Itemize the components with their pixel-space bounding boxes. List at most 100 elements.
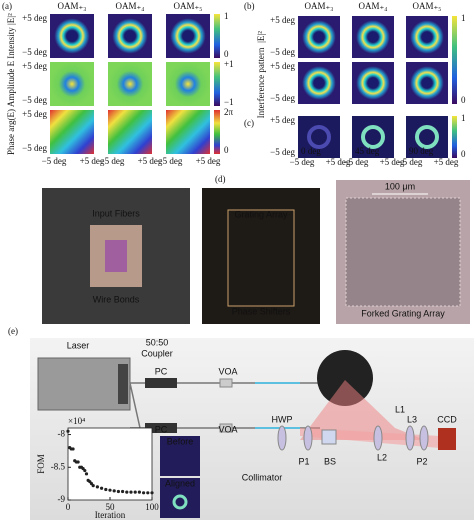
column-title: OAM₊₄ [359,1,388,11]
mode-image [298,16,340,58]
y-tick-label: −5 deg [22,95,47,105]
mode-image [108,14,152,58]
image-label: Before [167,436,194,446]
ring [415,125,439,149]
data-point [104,487,108,492]
y-tick-label: +5 deg [22,61,47,71]
photo-label: Wire Bonds [93,294,140,304]
grating [345,197,461,307]
x-tick-label: −5 deg [398,157,423,167]
axis-exponent: ×10⁴ [68,416,85,426]
optic [419,425,429,451]
y-tick-label: −5 deg [270,93,295,103]
x-tick-label: −5 deg [158,156,183,166]
photo [202,188,320,324]
data-point [71,447,75,451]
mode-image [406,62,448,104]
panel-label: (b) [244,1,255,11]
row-label: Amplitude E [6,60,16,107]
beam [300,380,425,440]
photo-label: 100 μm [385,181,415,191]
row-label: Interference pattern [256,47,266,118]
data-point [66,429,70,433]
mode-image [406,116,448,158]
component-label: VOA [218,366,237,376]
data-point [76,460,80,464]
x-axis-label: Iteration [95,510,126,520]
mode-image [108,62,152,106]
photo-label: Grating Array [234,209,288,219]
mode-image [166,62,210,106]
data-point [129,490,133,494]
data-point [142,491,146,495]
panel-label: (c) [244,118,254,128]
mode-image [166,110,210,154]
colorbar-label: +1 [224,59,234,69]
mode-image [352,116,394,158]
x-tick-label: −5 deg [344,157,369,167]
data-point [121,489,125,494]
optic [405,425,415,451]
data-point [116,489,120,494]
colorbar [452,116,457,158]
data-point [150,491,154,495]
row-label: Intensity |E|² [6,13,16,59]
colorbar-label: −1 [224,97,234,107]
component-label: L1 [395,404,405,414]
colorbar-label: 2π [224,107,234,117]
colorbar-label: 0 [224,145,229,155]
component-label: CCD [437,414,457,424]
component-label: Laser [67,340,90,350]
mode-image [108,110,152,154]
x-tick-label: −5 deg [100,156,125,166]
voa [219,378,233,388]
column-title: OAM₊₅ [413,1,442,11]
chip [227,209,295,307]
panel-label: (a) [2,1,12,11]
component-label: L3 [407,414,417,424]
y-tick-label: -8 [58,429,66,439]
y-tick-label: -9 [58,494,66,504]
optic [277,425,287,451]
image-label: Aligned [165,478,195,488]
panel-label: (e) [8,326,18,336]
angle-label: 90 deg [409,146,434,156]
component-label: PC [155,366,168,376]
mode-image [50,14,94,58]
mode-image [352,16,394,58]
data-point [137,490,141,494]
beam-image [160,478,200,518]
y-tick-label: −5 deg [270,147,295,157]
x-tick-label: −5 deg [42,156,67,166]
component-label: Collimator [242,472,283,482]
y-tick-label: −5 deg [22,143,47,153]
component-label: Coupler [141,348,173,358]
colorbar-label: 1 [461,13,466,23]
component-label: HWP [272,414,293,424]
colorbar-label: 1 [461,113,466,123]
row-label: Phase arg(E) [6,109,16,155]
y-tick-label: +5 deg [22,13,47,23]
data-point [83,468,87,473]
column-title: OAM₊₃ [305,1,334,11]
x-tick-label: −5 deg [290,157,315,167]
mode-image [50,62,94,106]
mode-image [166,14,210,58]
x-tick-label: +5 deg [380,157,405,167]
bs [321,429,337,445]
colorbar-label: 0 [461,149,466,159]
angle-label: 0 deg [301,146,321,156]
row-label: |E|² [256,31,266,43]
ccd [438,428,456,450]
data-point [133,490,137,494]
y-tick-label: +5 deg [270,15,295,25]
pc [145,378,177,388]
data-point [112,489,116,493]
y-tick-label: −5 deg [270,47,295,57]
x-tick-label: 0 [66,502,71,512]
mode-image [50,110,94,154]
photo-label: Forked Grating Array [361,308,445,318]
component-label: L2 [377,452,387,462]
